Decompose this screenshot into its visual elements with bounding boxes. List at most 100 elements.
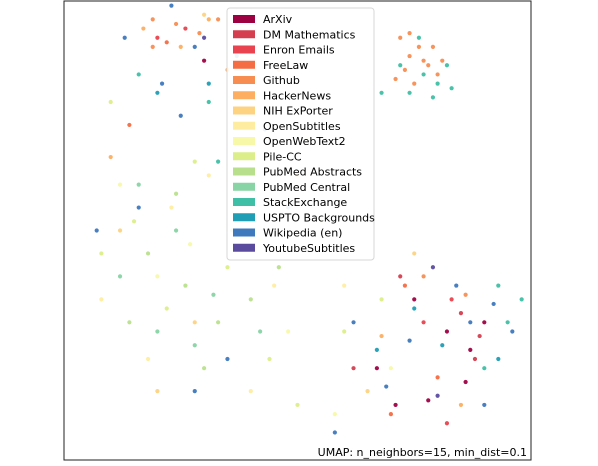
- point-15-12: [454, 283, 459, 288]
- point-2-5: [477, 333, 482, 339]
- point-3-4: [155, 35, 160, 40]
- point-13-15: [206, 99, 211, 105]
- point-9-5: [117, 182, 123, 187]
- legend-swatch-14: [233, 213, 255, 222]
- point-1-3: [468, 347, 473, 352]
- point-5-1: [407, 53, 412, 59]
- point-15-3: [178, 113, 183, 118]
- point-7-4: [192, 320, 197, 325]
- point-5-10: [440, 58, 445, 63]
- point-15-5: [136, 205, 141, 210]
- legend-swatch-13: [233, 198, 255, 206]
- point-1-9: [426, 398, 431, 403]
- point-10-8: [99, 251, 104, 256]
- point-13-11: [496, 283, 501, 288]
- point-5-6: [412, 81, 417, 86]
- point-3-2: [449, 297, 454, 302]
- point-16-1: [202, 35, 207, 40]
- point-8-8: [145, 356, 151, 362]
- legend-swatch-10: [233, 152, 255, 161]
- legend-label-6: HackerNews: [263, 89, 331, 102]
- point-13-9: [379, 90, 384, 95]
- legend-label-7: NIH ExPorter: [263, 105, 333, 118]
- point-11-6: [248, 297, 253, 302]
- point-12-7: [192, 343, 197, 348]
- point-5-8: [402, 67, 408, 72]
- point-14-4: [155, 90, 160, 95]
- legend-swatch-5: [233, 76, 255, 84]
- legend-swatch-6: [233, 91, 255, 100]
- point-11-8: [202, 366, 207, 371]
- point-5-3: [426, 63, 431, 68]
- point-6-3: [141, 26, 146, 31]
- legend-label-16: YoutubeSubtitles: [262, 242, 355, 255]
- legend-swatch-11: [233, 167, 255, 176]
- point-7-6: [155, 389, 160, 394]
- point-11-5: [173, 191, 179, 196]
- point-6-1: [178, 44, 183, 50]
- point-4-5: [388, 412, 393, 417]
- point-10-3: [225, 265, 230, 270]
- point-16-3: [435, 393, 440, 398]
- point-5-16: [150, 44, 155, 50]
- point-15-13: [192, 389, 197, 394]
- point-11-4: [127, 320, 132, 325]
- point-11-3: [216, 320, 221, 325]
- point-2-3: [398, 274, 403, 279]
- point-15-19: [192, 44, 197, 50]
- point-9-6: [155, 274, 160, 279]
- point-14-6: [496, 356, 501, 362]
- point-12-8: [258, 329, 263, 334]
- legend-label-2: DM Mathematics: [263, 28, 356, 41]
- legend: ArXiv DM Mathematics Enron Emails FreeLaw Gi…: [226, 7, 375, 261]
- point-5-17: [216, 17, 221, 22]
- legend-background: [226, 7, 375, 261]
- point-15-6: [94, 228, 99, 233]
- point-6-7: [379, 333, 384, 339]
- point-12-5: [136, 182, 141, 187]
- legend-swatch-4: [233, 60, 255, 69]
- point-15-8: [351, 320, 356, 325]
- legend-swatch-16: [233, 243, 255, 252]
- point-13-3: [407, 90, 412, 95]
- point-15-10: [491, 301, 496, 307]
- point-15-15: [482, 402, 487, 408]
- point-5-13: [150, 17, 155, 22]
- point-15-14: [225, 356, 230, 362]
- legend-label-3: Enron Emails: [263, 44, 335, 57]
- point-5-4: [398, 35, 403, 40]
- point-5-7: [421, 58, 426, 63]
- legend-swatch-2: [233, 30, 255, 39]
- legend-label-15: Wikipedia (en): [263, 227, 342, 240]
- point-1-8: [202, 58, 207, 63]
- point-4-3: [435, 375, 440, 380]
- point-12-1: [117, 274, 123, 279]
- point-13-14: [136, 72, 141, 77]
- point-1-4: [393, 402, 398, 408]
- point-13-1: [421, 72, 426, 77]
- point-5-15: [197, 31, 202, 36]
- point-12-2: [155, 329, 160, 334]
- legend-label-13: StackExchange: [263, 196, 347, 209]
- point-12-3: [173, 228, 179, 233]
- point-9-4: [332, 412, 337, 417]
- point-5-18: [463, 292, 468, 297]
- point-15-9: [468, 320, 473, 325]
- point-13-6: [430, 95, 436, 100]
- point-1-2: [444, 329, 450, 334]
- point-5-19: [421, 274, 426, 279]
- point-1-1: [412, 297, 417, 302]
- point-7-5: [365, 389, 370, 394]
- point-5-14: [173, 21, 179, 27]
- point-16-2: [430, 265, 436, 270]
- legend-label-14: USPTO Backgrounds: [263, 211, 375, 224]
- point-11-7: [276, 265, 281, 270]
- point-4-4: [127, 122, 132, 128]
- point-1-5: [463, 379, 468, 385]
- point-10-5: [342, 329, 347, 334]
- point-11-2: [183, 283, 188, 288]
- point-9-8: [388, 366, 393, 371]
- point-1-7: [374, 366, 379, 371]
- point-7-1: [202, 12, 207, 17]
